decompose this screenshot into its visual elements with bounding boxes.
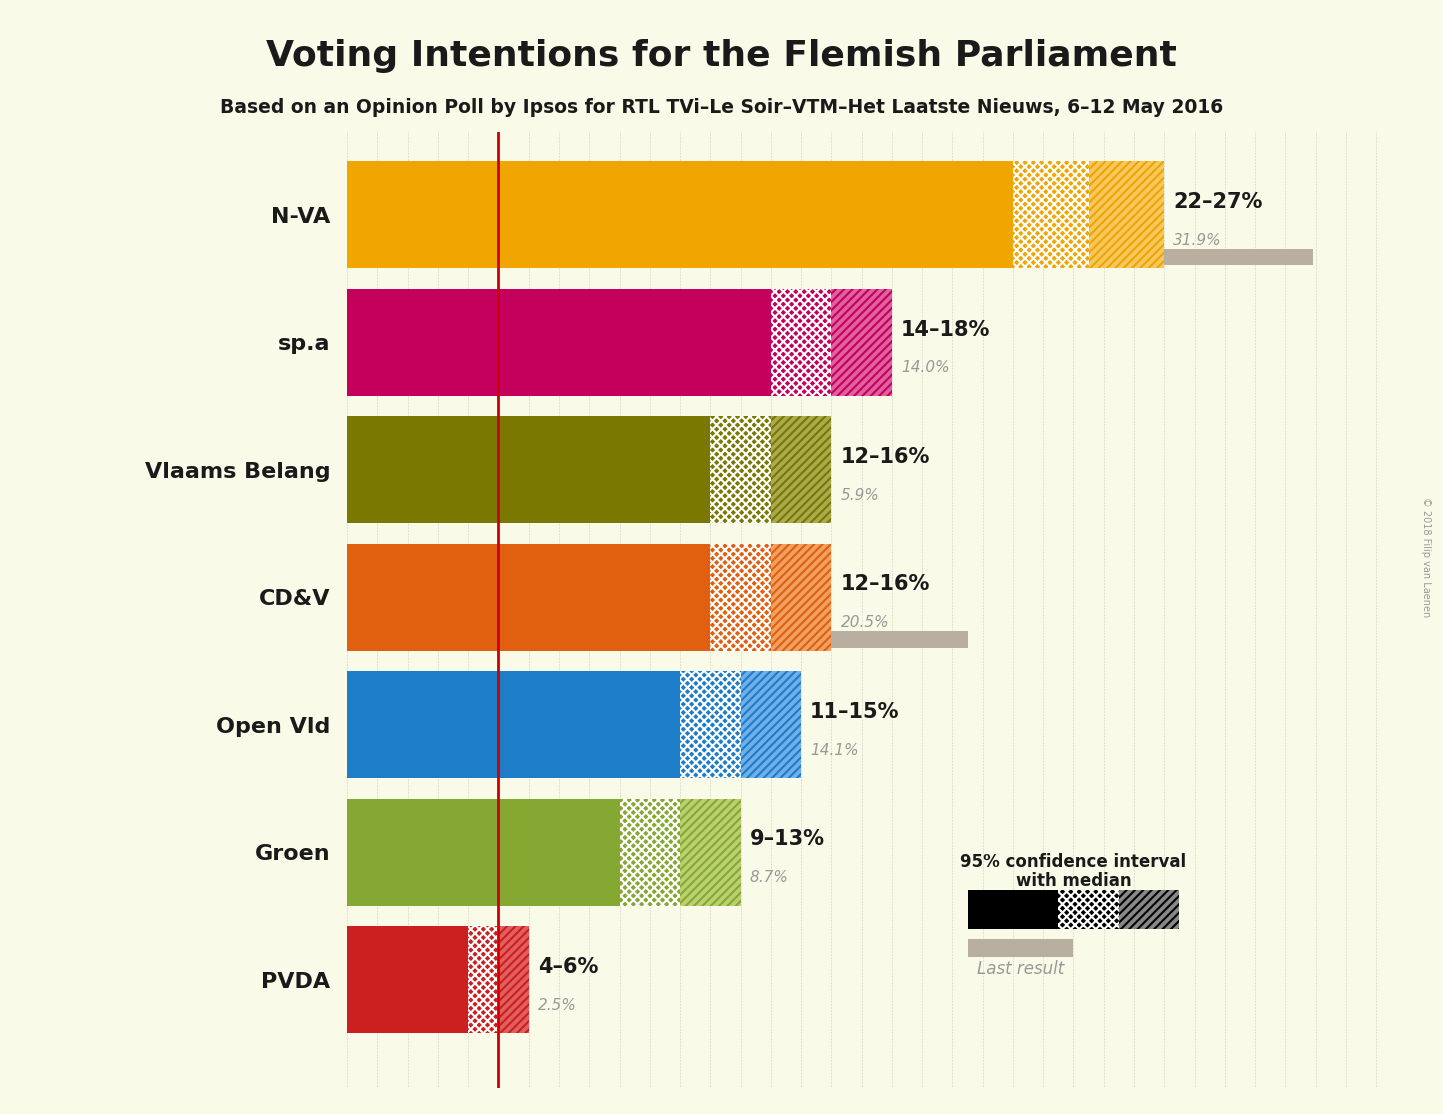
Bar: [348, 759, 773, 775]
Text: 9–13%: 9–13%: [750, 829, 824, 849]
Text: 12–16%: 12–16%: [840, 447, 929, 467]
Bar: [831, 289, 892, 395]
Bar: [831, 289, 892, 395]
Bar: [498, 926, 528, 1033]
Bar: [348, 162, 1013, 268]
Text: 14.1%: 14.1%: [810, 743, 859, 758]
Bar: [348, 1014, 423, 1029]
Text: Voting Intentions for the Flemish Parliament: Voting Intentions for the Flemish Parlia…: [266, 39, 1177, 74]
Bar: [348, 544, 710, 651]
Bar: [771, 417, 831, 524]
Text: 11–15%: 11–15%: [810, 702, 899, 722]
Text: Based on an Opinion Poll by Ipsos for RTL TVi–Le Soir–VTM–Het Laatste Nieuws, 6–: Based on an Opinion Poll by Ipsos for RT…: [219, 98, 1224, 117]
Text: 95% confidence interval: 95% confidence interval: [961, 853, 1186, 871]
Bar: [619, 799, 680, 906]
Text: 31.9%: 31.9%: [1173, 233, 1222, 247]
Bar: [348, 377, 771, 392]
Text: with median: with median: [1016, 872, 1131, 890]
Bar: [348, 926, 468, 1033]
Bar: [680, 671, 740, 779]
Bar: [348, 631, 968, 647]
Bar: [498, 926, 528, 1033]
Text: 12–16%: 12–16%: [840, 575, 929, 595]
Bar: [619, 799, 680, 906]
Bar: [710, 544, 771, 651]
Bar: [710, 417, 771, 524]
Text: 4–6%: 4–6%: [538, 957, 599, 977]
Text: © 2018 Filip van Laenen: © 2018 Filip van Laenen: [1421, 497, 1430, 617]
Bar: [468, 926, 498, 1033]
Text: 22–27%: 22–27%: [1173, 192, 1263, 212]
Bar: [771, 289, 831, 395]
Text: 2.5%: 2.5%: [538, 997, 577, 1013]
Bar: [968, 939, 1074, 957]
Bar: [1058, 890, 1118, 929]
Text: 20.5%: 20.5%: [840, 615, 889, 631]
Bar: [680, 671, 740, 779]
Bar: [771, 417, 831, 524]
Bar: [1088, 162, 1165, 268]
Text: 14.0%: 14.0%: [900, 360, 949, 375]
Bar: [348, 671, 680, 779]
Bar: [348, 248, 1313, 265]
Bar: [1013, 162, 1088, 268]
Text: Last result: Last result: [977, 960, 1063, 978]
Text: 8.7%: 8.7%: [750, 870, 788, 885]
Text: 14–18%: 14–18%: [900, 320, 990, 340]
Bar: [680, 799, 740, 906]
Bar: [468, 926, 498, 1033]
Bar: [348, 417, 710, 524]
Bar: [968, 890, 1058, 929]
Text: 5.9%: 5.9%: [840, 488, 879, 502]
Bar: [680, 799, 740, 906]
Bar: [740, 671, 801, 779]
Bar: [771, 289, 831, 395]
Bar: [1088, 162, 1165, 268]
Bar: [740, 671, 801, 779]
Bar: [771, 544, 831, 651]
Bar: [710, 544, 771, 651]
Bar: [348, 289, 771, 395]
Bar: [348, 886, 610, 902]
Bar: [1118, 890, 1179, 929]
Bar: [1058, 890, 1118, 929]
Bar: [710, 417, 771, 524]
Bar: [348, 504, 525, 520]
Bar: [1013, 162, 1088, 268]
Bar: [1118, 890, 1179, 929]
Bar: [348, 799, 619, 906]
Bar: [771, 544, 831, 651]
